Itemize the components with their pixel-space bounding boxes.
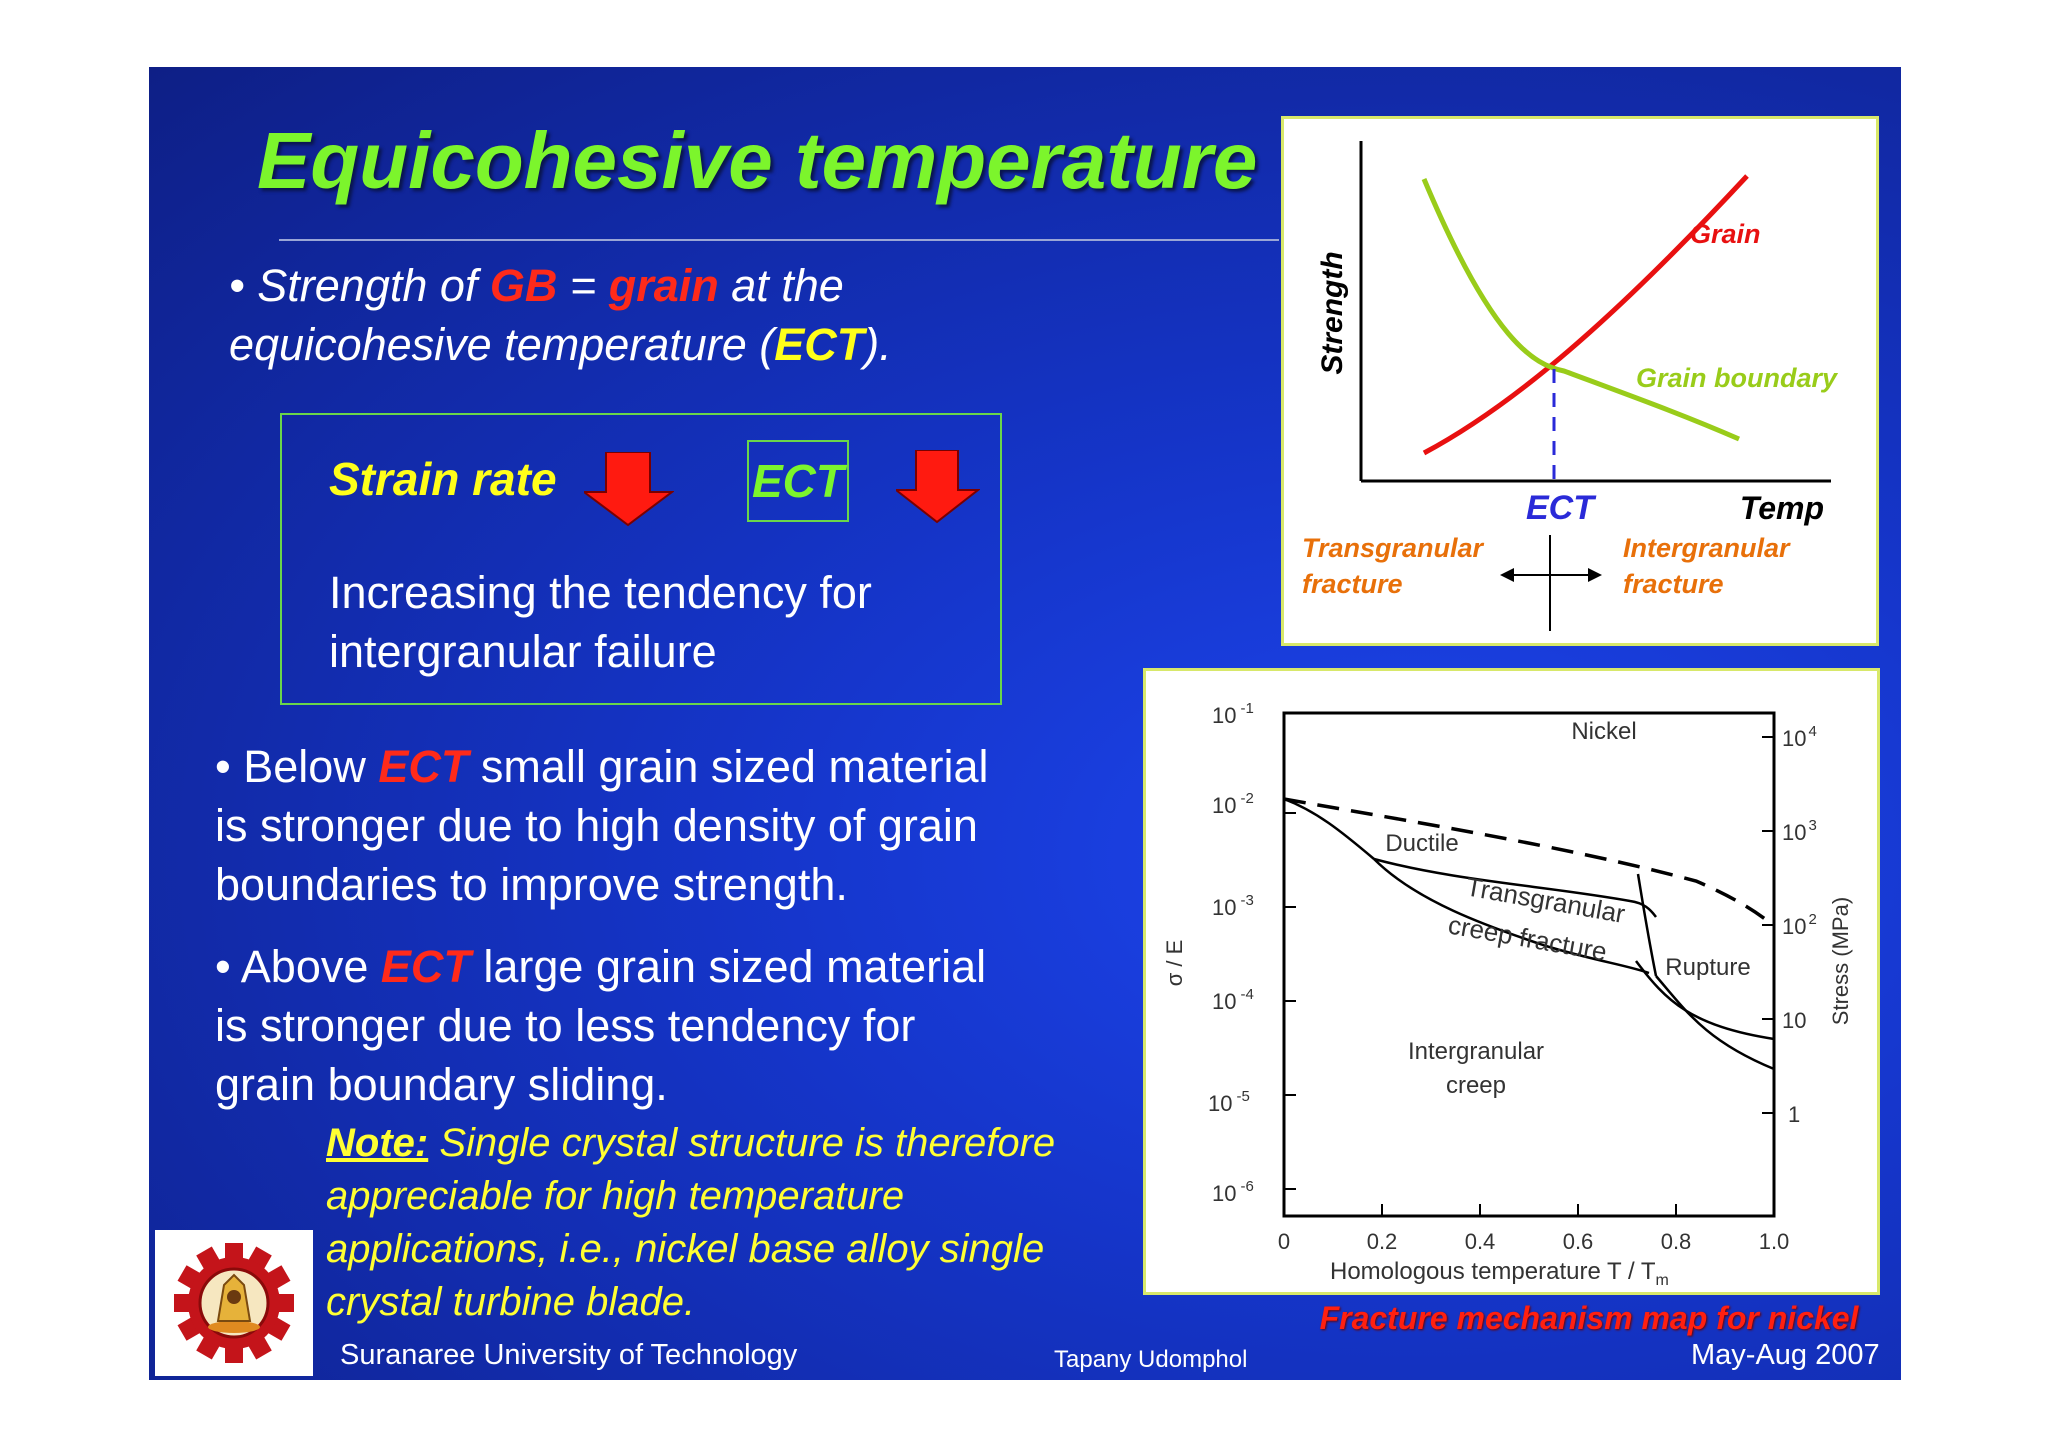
strength-axis-label: Strength	[1316, 251, 1349, 374]
bullet-2-line-1: • Below ECT small grain sized material	[215, 741, 989, 792]
trans-lower-boundary	[1373, 858, 1650, 975]
x-tick-label: 0.2	[1367, 1229, 1398, 1254]
left-tick-label: 10 -1	[1212, 700, 1254, 728]
bullet-3-line-3: grain boundary sliding.	[215, 1059, 668, 1110]
region-rupture-label: Rupture	[1665, 954, 1750, 981]
x-tick-label: 0.6	[1563, 1229, 1594, 1254]
region-creep-label: creep	[1446, 1072, 1506, 1099]
fracture-map-svg: Nickel Ductile Transgranular creep fract…	[1162, 700, 1853, 1289]
temp-axis-label: Temp	[1740, 490, 1824, 526]
arrow-left-icon	[1500, 568, 1514, 582]
grain-highlight: grain	[608, 260, 719, 311]
note-line-3: applications, i.e., nickel base alloy si…	[326, 1227, 1045, 1271]
intergranular-label: Intergranular	[1623, 533, 1791, 563]
ect-highlight: ECT	[380, 941, 471, 992]
left-tick-label: 10 -3	[1212, 892, 1254, 920]
bullet-3-line-2: is stronger due to less tendency for	[215, 1000, 916, 1051]
left-tick-label: 10 -2	[1212, 790, 1254, 818]
x-tick-label: 1.0	[1759, 1229, 1790, 1254]
region-nickel-label: Nickel	[1571, 718, 1636, 745]
sigma-over-e-axis-label: σ / E	[1162, 940, 1187, 987]
gear-logo-icon	[174, 1243, 294, 1363]
right-tick-label: 10 2	[1782, 911, 1817, 939]
strain-rate-box	[280, 413, 1002, 705]
intergranular-fracture-label: fracture	[1623, 569, 1724, 599]
bullet-2-line-3: boundaries to improve strength.	[215, 859, 848, 910]
slide-title: Equicohesive temperature	[257, 116, 1258, 205]
box-text-line-1: Increasing the tendency for	[329, 567, 872, 618]
slide: Equicohesive temperature • Strength of G…	[149, 67, 1901, 1380]
bullet-3-line-1: • Above ECT large grain sized material	[215, 941, 987, 992]
x-tick-label: 0	[1278, 1229, 1290, 1254]
footer-author: Tapany Udomphol	[1054, 1346, 1248, 1373]
bullet-1-line-1: • Strength of GB = grain at the	[229, 260, 844, 311]
trans-upper-boundary	[1373, 857, 1657, 918]
region-intergranular-label: Intergranular	[1408, 1038, 1544, 1065]
x-tick-label: 0.8	[1661, 1229, 1692, 1254]
footer-date: May-Aug 2007	[1691, 1339, 1880, 1371]
left-tick-label: 10 -4	[1212, 986, 1254, 1014]
note-label: Note:	[326, 1121, 429, 1165]
x-tick-label: 0.4	[1465, 1229, 1496, 1254]
gb-highlight: GB	[489, 260, 558, 311]
note-line-1: Note: Single crystal structure is theref…	[326, 1121, 1056, 1165]
grain-curve-label: Grain	[1690, 219, 1761, 249]
bullet-2-line-2: is stronger due to high density of grain	[215, 800, 978, 851]
grain-curve	[1422, 174, 1749, 456]
ect-strength-svg: Strength Temp ECT Grain Grain boundary T…	[1302, 141, 1839, 631]
left-tick-label: 10 -5	[1208, 1088, 1250, 1116]
map-caption: Fracture mechanism map for nickel	[1319, 1300, 1859, 1336]
ect-highlight: ECT	[378, 741, 469, 792]
stress-axis-label: Stress (MPa)	[1828, 897, 1853, 1025]
ect-box-label: ECT	[747, 440, 849, 522]
right-tick-label: 10 4	[1782, 723, 1817, 751]
university-logo	[155, 1230, 313, 1376]
title-divider	[279, 239, 1279, 241]
nickel-boundary-dashed	[1283, 797, 1776, 928]
down-arrow-icon	[896, 450, 980, 524]
left-tick-label: 10 -6	[1212, 1178, 1254, 1206]
intergranular-boundary	[1635, 960, 1775, 1041]
ect-strength-diagram: Strength Temp ECT Grain Grain boundary T…	[1281, 116, 1879, 646]
strain-rate-label: Strain rate	[329, 453, 557, 505]
fracture-mechanism-map: Nickel Ductile Transgranular creep fract…	[1143, 668, 1880, 1295]
arrow-right-icon	[1588, 568, 1602, 582]
note-line-4: crystal turbine blade.	[326, 1280, 696, 1324]
note-block: Note: Single crystal structure is theref…	[326, 1117, 1055, 1329]
down-arrow-icon	[584, 452, 674, 527]
right-tick-label: 10 3	[1782, 817, 1817, 845]
region-ductile-label: Ductile	[1385, 830, 1458, 857]
box-text-line-2: intergranular failure	[329, 626, 717, 677]
right-tick-label: 10	[1782, 1008, 1806, 1033]
bullet-1-line-2: equicohesive temperature (ECT).	[229, 319, 892, 370]
rupture-upper-boundary	[1636, 873, 1658, 977]
transgranular-fracture-label: fracture	[1302, 569, 1403, 599]
right-tick-label: 1	[1788, 1102, 1800, 1127]
ductile-boundary	[1283, 797, 1375, 860]
grain-boundary-curve-label: Grain boundary	[1636, 363, 1839, 393]
rupture-right-boundary	[1655, 975, 1775, 1071]
transgranular-label: Transgranular	[1302, 533, 1485, 563]
ect-axis-label: ECT	[1526, 489, 1597, 527]
homologous-temperature-label: Homologous temperature T / Tm	[1330, 1258, 1669, 1289]
note-line-2: appreciable for high temperature	[326, 1174, 905, 1218]
grain-boundary-curve	[1421, 178, 1740, 442]
ect-highlight: ECT	[774, 319, 865, 370]
map-frame	[1282, 711, 1776, 1218]
footer-university: Suranaree University of Technology	[340, 1339, 798, 1371]
